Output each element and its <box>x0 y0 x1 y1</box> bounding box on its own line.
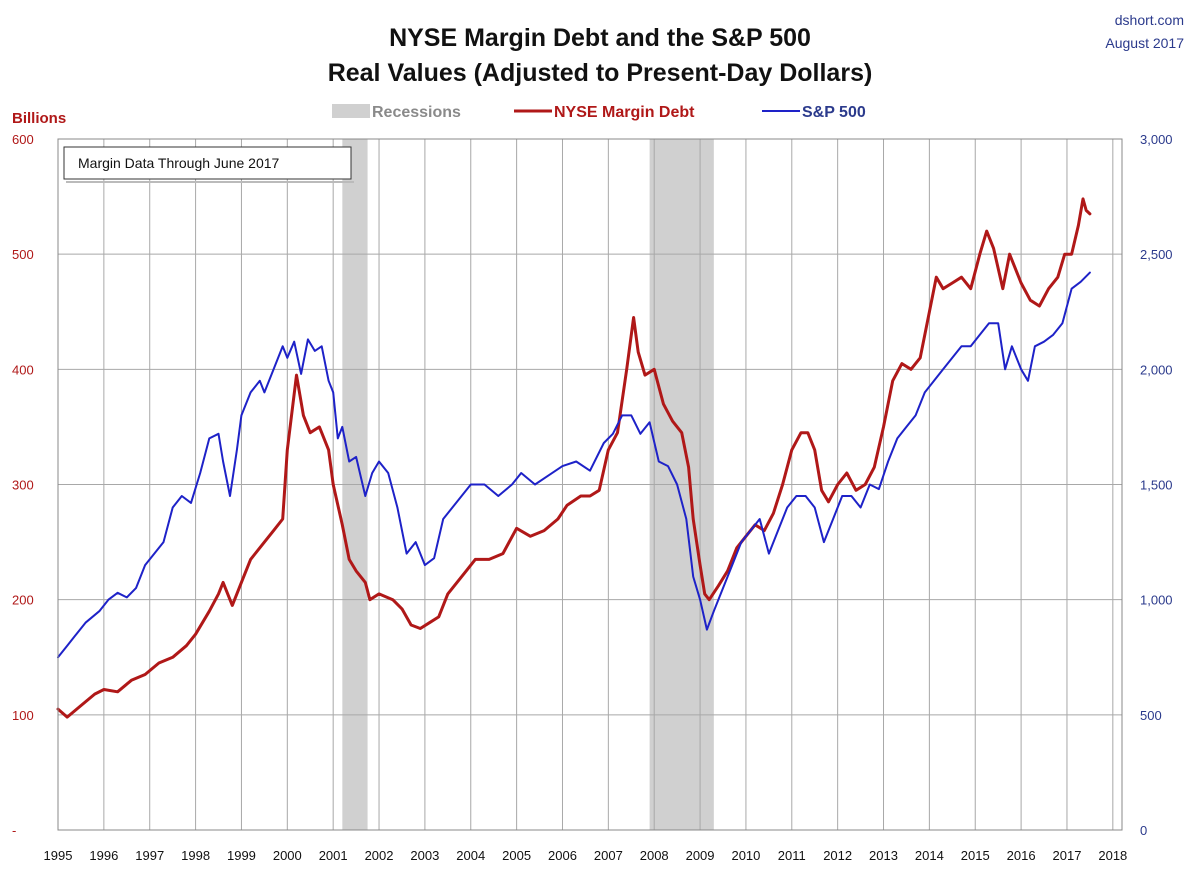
annotation-text: Margin Data Through June 2017 <box>78 155 280 171</box>
y-left-axis-title: Billions <box>12 110 66 127</box>
source-label: dshort.com <box>1115 12 1184 28</box>
legend-recessions-label: Recessions <box>372 104 461 121</box>
plot-frame <box>57 138 1123 831</box>
y-right-tick-1500: 1,500 <box>1140 478 1173 493</box>
legend-margin-label: NYSE Margin Debt <box>554 104 695 121</box>
x-tick-2011: 2011 <box>778 848 806 863</box>
x-tick-2006: 2006 <box>548 848 577 863</box>
x-tick-2001: 2001 <box>319 848 348 863</box>
x-tick-2000: 2000 <box>273 848 302 863</box>
legend-sp500-label: S&P 500 <box>802 104 866 121</box>
legend-recessions-swatch <box>332 104 370 118</box>
y-right-tick-2000: 2,000 <box>1140 362 1173 377</box>
x-tick-2009: 2009 <box>686 848 715 863</box>
x-tick-2016: 2016 <box>1007 848 1036 863</box>
x-tick-2005: 2005 <box>502 848 531 863</box>
x-tick-2002: 2002 <box>365 848 394 863</box>
x-tick-2012: 2012 <box>823 848 852 863</box>
y-left-tick-0: - <box>12 823 16 838</box>
y-right-tick-2500: 2,500 <box>1140 247 1173 262</box>
x-tick-2014: 2014 <box>915 848 944 863</box>
chart-title: NYSE Margin Debt and the S&P 500 <box>389 24 811 52</box>
margin-debt-line <box>56 197 1092 719</box>
x-tick-2004: 2004 <box>456 848 485 863</box>
date-label: August 2017 <box>1105 35 1184 51</box>
x-tick-1998: 1998 <box>181 848 210 863</box>
chart-subtitle: Real Values (Adjusted to Present-Day Dol… <box>328 59 873 87</box>
x-tick-1999: 1999 <box>227 848 256 863</box>
y-left-tick-400: 400 <box>12 362 34 377</box>
x-tick-2015: 2015 <box>961 848 990 863</box>
x-ticks: 1995 1996 1997 1998 1999 2000 2001 2002 2003 2004… <box>44 848 1128 863</box>
y-right-ticks: 0 500 1,000 1,500 2,000 2,500 3,000 <box>1140 132 1173 838</box>
y-left-tick-100: 100 <box>12 708 34 723</box>
y-left-tick-600: 600 <box>12 132 34 147</box>
x-tick-2018: 2018 <box>1098 848 1127 863</box>
x-tick-2010: 2010 <box>731 848 760 863</box>
y-right-tick-0: 0 <box>1140 823 1147 838</box>
y-left-ticks: - 100 200 300 400 500 600 <box>12 132 34 838</box>
series-layer <box>56 197 1092 719</box>
x-tick-1996: 1996 <box>89 848 118 863</box>
sp500-line <box>57 271 1091 659</box>
x-tick-2007: 2007 <box>594 848 623 863</box>
x-tick-1997: 1997 <box>135 848 164 863</box>
y-right-tick-3000: 3,000 <box>1140 132 1173 147</box>
x-tick-2003: 2003 <box>410 848 439 863</box>
x-tick-1995: 1995 <box>44 848 73 863</box>
x-tick-2008: 2008 <box>640 848 669 863</box>
annotation-box <box>63 146 352 180</box>
x-tick-2017: 2017 <box>1053 848 1082 863</box>
y-right-tick-1000: 1,000 <box>1140 593 1173 608</box>
y-right-tick-500: 500 <box>1140 708 1162 723</box>
y-left-tick-300: 300 <box>12 478 34 493</box>
x-tick-2013: 2013 <box>869 848 898 863</box>
y-left-tick-200: 200 <box>12 593 34 608</box>
y-left-tick-500: 500 <box>12 247 34 262</box>
